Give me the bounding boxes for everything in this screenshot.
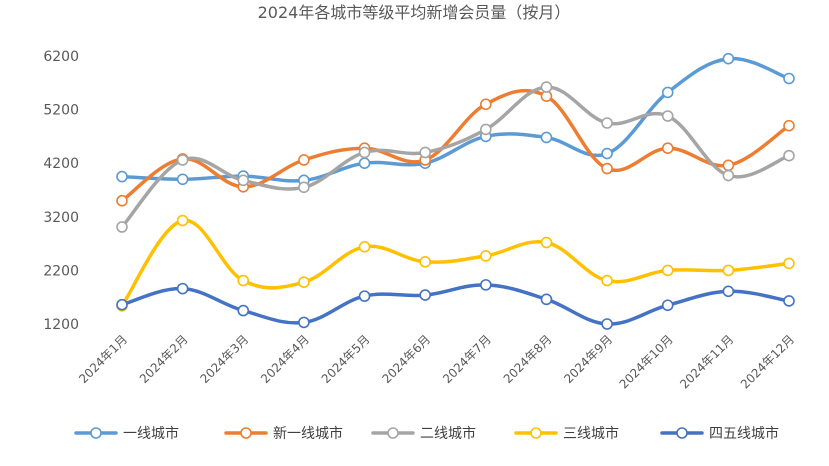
legend-swatch-marker (90, 427, 102, 439)
data-point (358, 241, 371, 253)
data-point (419, 146, 431, 159)
legend-label: 新一线城市 (273, 425, 343, 442)
legend: 一线城市 新一线城市 二线城市 三线城市 四五线城市 (74, 425, 779, 442)
data-point (540, 236, 553, 249)
data-point (783, 149, 795, 162)
x-tick-label: 2024年4月 (258, 332, 312, 386)
chart-title: 2024年各城市等级平均新增会员量（按月） (258, 3, 571, 22)
y-tick-label: 5200 (43, 103, 79, 119)
data-point (601, 274, 613, 287)
data-point (783, 119, 795, 132)
series-1 (116, 52, 795, 187)
legend-label: 二线城市 (420, 425, 476, 442)
data-point (298, 154, 310, 166)
data-point (722, 285, 735, 298)
x-tick-label: 2024年12月 (738, 332, 797, 391)
x-tick-label: 2024年10月 (617, 332, 676, 391)
data-point (661, 142, 674, 154)
data-point (358, 146, 371, 159)
x-tick-label: 2024年9月 (561, 332, 615, 386)
data-point (237, 274, 250, 287)
data-point (237, 174, 250, 187)
series-2 (116, 88, 795, 207)
series-line (120, 218, 791, 308)
legend-label: 三线城市 (563, 425, 619, 442)
x-tick-label: 2024年11月 (677, 332, 736, 391)
data-point (298, 181, 310, 194)
legend-swatch-marker (240, 427, 252, 439)
data-point (601, 117, 613, 129)
legend-item: 三线城市 (514, 425, 619, 442)
x-tick-label: 2024年6月 (379, 332, 433, 386)
data-point (722, 169, 735, 182)
data-point (480, 98, 492, 111)
data-point (661, 86, 674, 99)
data-point (176, 282, 189, 295)
data-point (358, 157, 371, 169)
series-line (120, 56, 791, 183)
data-point (176, 214, 189, 227)
data-point (237, 304, 250, 317)
series-line (120, 283, 791, 326)
data-point (116, 170, 128, 183)
data-point (783, 72, 795, 85)
data-point (116, 221, 128, 233)
data-point (601, 318, 613, 330)
y-tick-label: 1200 (43, 317, 79, 333)
data-point (116, 298, 128, 311)
data-point (298, 276, 310, 288)
data-point (480, 250, 492, 262)
data-point (480, 123, 492, 136)
x-tick-label: 2024年1月 (76, 332, 130, 386)
data-point (540, 293, 553, 306)
legend-item: 二线城市 (371, 425, 476, 442)
data-point (540, 131, 553, 144)
data-point (176, 173, 189, 186)
x-tick-label: 2024年5月 (319, 332, 373, 386)
data-point (601, 147, 613, 160)
data-point (419, 256, 431, 268)
series-line (120, 85, 791, 229)
data-point (116, 194, 128, 207)
data-point (298, 316, 310, 329)
data-point (540, 81, 553, 93)
data-point (480, 279, 492, 291)
series-5 (116, 279, 795, 330)
y-axis: 1200 2200 3200 4200 5200 6200 (43, 49, 79, 333)
series-layer (116, 52, 795, 330)
series-line (120, 88, 791, 203)
data-point (176, 154, 189, 166)
data-point (419, 289, 431, 301)
y-tick-label: 2200 (43, 263, 79, 279)
data-point (722, 264, 735, 277)
y-tick-label: 4200 (43, 156, 79, 172)
x-axis: 2024年1月 2024年2月 2024年3月 2024年4月 2024年5月 2024年… (76, 332, 797, 391)
data-point (661, 299, 674, 312)
data-point (722, 159, 735, 172)
legend-item: 新一线城市 (224, 425, 343, 442)
data-point (722, 52, 735, 65)
y-tick-label: 3200 (43, 210, 79, 226)
data-point (661, 264, 674, 277)
legend-swatch-marker (676, 427, 688, 439)
data-point (783, 295, 795, 307)
x-tick-label: 2024年3月 (198, 332, 252, 386)
legend-swatch-marker (387, 427, 399, 439)
legend-item: 一线城市 (74, 425, 179, 442)
x-tick-label: 2024年8月 (501, 332, 555, 386)
legend-swatch-marker (530, 427, 542, 439)
series-3 (116, 81, 795, 233)
x-tick-label: 2024年7月 (440, 332, 494, 386)
x-tick-label: 2024年2月 (137, 332, 191, 386)
data-point (358, 290, 371, 302)
legend-item: 四五线城市 (660, 425, 779, 442)
legend-label: 一线城市 (123, 425, 179, 442)
data-point (601, 162, 613, 175)
data-point (783, 257, 795, 270)
legend-label: 四五线城市 (709, 425, 779, 442)
y-tick-label: 6200 (43, 49, 79, 65)
data-point (661, 110, 674, 122)
